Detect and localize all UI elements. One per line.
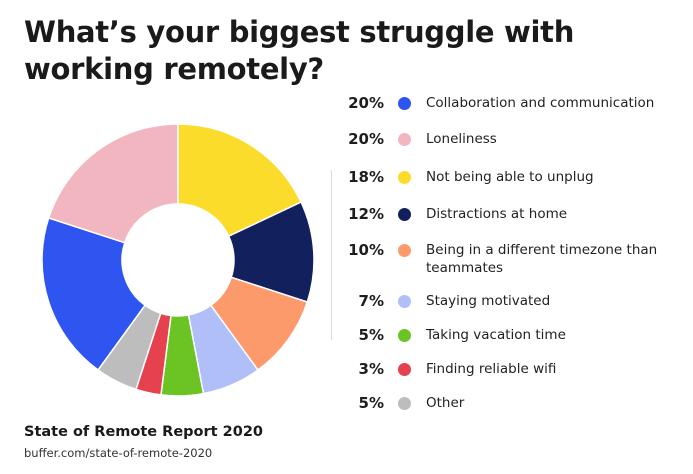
pie-slice-9 <box>97 304 162 391</box>
legend-color-dot <box>398 208 411 221</box>
legend-item: 12% Distractions at home <box>340 203 680 227</box>
legend-value: 7% <box>358 292 384 310</box>
legend-label: Staying motivated <box>426 293 551 309</box>
legend-item: 5% Other <box>340 392 680 416</box>
legend-label: Being in a different timezone than teamm… <box>426 242 658 276</box>
legend-item: 18% Not being able to unplug <box>340 166 680 190</box>
legend-label: Collaboration and communication <box>426 95 655 111</box>
legend-label: Taking vacation time <box>426 327 566 343</box>
legend-value: 3% <box>358 360 384 378</box>
legend-value: 12% <box>348 205 384 223</box>
pie-slice-2 <box>47 123 179 244</box>
legend-item: 5% Taking vacation time <box>340 324 680 348</box>
legend-value: 20% <box>348 130 384 148</box>
legend-color-dot <box>398 397 411 410</box>
legend-color-dot <box>398 97 411 110</box>
legend-value: 10% <box>348 241 384 259</box>
legend-label: Not being able to unplug <box>426 169 594 185</box>
legend-value: 5% <box>358 394 384 412</box>
source-url: buffer.com/state-of-remote-2020 <box>24 446 213 460</box>
donut-chart <box>41 123 315 397</box>
legend-value: 5% <box>358 326 384 344</box>
legend-item: 20% Collaboration and communication <box>340 92 680 116</box>
divider-line <box>331 170 332 340</box>
legend-color-dot <box>398 295 411 308</box>
chart-title: What’s your biggest struggle with workin… <box>24 15 575 86</box>
legend-item: 20% Loneliness <box>340 128 680 152</box>
legend-value: 20% <box>348 94 384 112</box>
pie-slice-1 <box>41 217 147 372</box>
legend-label: Finding reliable wifi <box>426 361 557 377</box>
legend-value: 18% <box>348 168 384 186</box>
legend-color-dot <box>398 244 411 257</box>
legend-item: 3% Finding reliable wifi <box>340 358 680 382</box>
pie-slice-3 <box>177 123 303 238</box>
legend-color-dot <box>398 171 411 184</box>
legend-color-dot <box>398 133 411 146</box>
legend-color-dot <box>398 329 411 342</box>
legend-color-dot <box>398 363 411 376</box>
legend-label: Other <box>426 395 465 411</box>
source-title: State of Remote Report 2020 <box>24 424 264 440</box>
legend-item: 7% Staying motivated <box>340 290 680 314</box>
legend-label: Distractions at home <box>426 206 568 222</box>
legend-label: Loneliness <box>426 131 497 147</box>
legend-item: 10% Being in a different timezone than te… <box>340 239 680 276</box>
